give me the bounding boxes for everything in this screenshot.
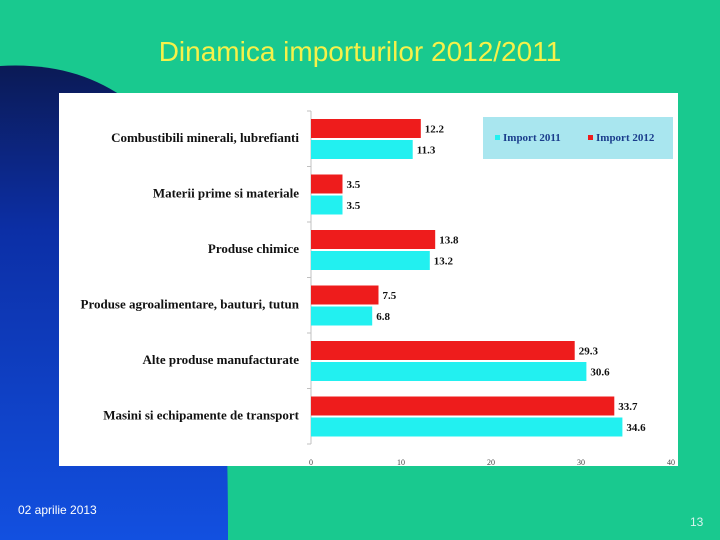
x-tick-label: 20 <box>487 458 495 466</box>
data-label: 6.8 <box>376 311 390 323</box>
legend-swatch <box>495 135 500 140</box>
data-label: 3.5 <box>347 179 361 191</box>
x-tick-label: 10 <box>397 458 405 466</box>
legend-label: Import 2012 <box>596 132 655 144</box>
data-label: 29.3 <box>579 346 599 358</box>
data-label: 7.5 <box>383 290 397 302</box>
footer-date: 02 aprilie 2013 <box>18 503 97 517</box>
chart-panel: Combustibili minerali, lubrefianti 12.2 11… <box>59 93 678 466</box>
slide-title: Dinamica importurilor 2012/2011 <box>158 36 562 67</box>
category-label: Masini si echipamente de transport <box>103 408 299 423</box>
bar-import-2012 <box>311 341 575 360</box>
bar-import-2012 <box>311 119 421 138</box>
bar-import-2012 <box>311 174 343 194</box>
bar-import-2011 <box>311 306 373 326</box>
data-label: 3.5 <box>347 200 361 212</box>
data-label: 30.6 <box>590 367 610 379</box>
bar-chart: Combustibili minerali, lubrefianti 12.2 11… <box>81 110 675 466</box>
data-label: 13.2 <box>434 256 454 268</box>
category-label: Alte produse manufacturate <box>143 352 300 367</box>
category-label: Materii prime si materiale <box>153 186 299 201</box>
category-label: Combustibili minerali, lubrefianti <box>111 130 299 145</box>
category-label: Produse agroalimentare, bauturi, tutun <box>81 297 300 312</box>
slide-number: 13 <box>690 515 704 529</box>
bar-import-2011 <box>311 417 623 437</box>
data-label: 11.3 <box>417 145 436 157</box>
data-label: 33.7 <box>618 401 638 413</box>
bar-import-2011 <box>311 251 430 270</box>
bar-import-2011 <box>311 140 413 159</box>
bar-import-2012 <box>311 396 615 416</box>
x-tick-label: 0 <box>309 458 313 466</box>
bar-import-2012 <box>311 285 379 305</box>
data-label: 13.8 <box>439 235 459 247</box>
legend-box <box>483 117 673 159</box>
bar-import-2011 <box>311 195 343 215</box>
bar-import-2012 <box>311 230 436 249</box>
x-tick-label: 30 <box>577 458 585 466</box>
category-label: Produse chimice <box>208 241 299 256</box>
legend-label: Import 2011 <box>503 132 561 144</box>
data-label: 12.2 <box>425 124 445 136</box>
bar-import-2011 <box>311 362 587 381</box>
data-label: 34.6 <box>626 422 646 434</box>
x-tick-label: 40 <box>667 458 675 466</box>
legend-swatch <box>588 135 593 140</box>
